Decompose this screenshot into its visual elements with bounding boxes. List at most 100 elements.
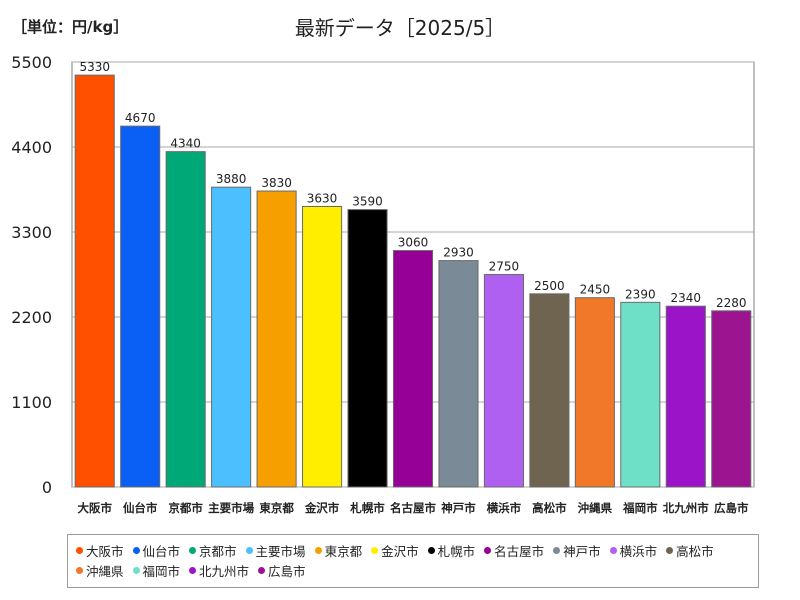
x-tick-label: 沖縄県	[578, 501, 613, 515]
legend-item: 仙台市	[132, 540, 181, 560]
x-tick-label: 広島市	[714, 501, 749, 515]
chart-title: 最新データ［2025/5］	[294, 16, 506, 40]
bar	[665, 305, 706, 488]
bar	[302, 206, 343, 488]
data-label: 2390	[625, 287, 656, 301]
legend-label: 大阪市	[86, 543, 124, 559]
legend-marker-icon	[609, 546, 617, 554]
bar	[74, 74, 115, 488]
bar	[211, 186, 252, 488]
legend-item: 主要市場	[245, 540, 306, 560]
data-label: 2930	[443, 246, 474, 260]
legend-label: 沖縄県	[86, 563, 124, 579]
data-label: 2750	[489, 260, 520, 274]
legend-label: 仙台市	[142, 543, 181, 559]
legend-marker-icon	[76, 566, 83, 574]
legend-label: 名古屋市	[494, 543, 545, 559]
legend-marker-icon	[371, 546, 379, 554]
data-label: 3630	[307, 192, 338, 206]
x-tick-label: 高松市	[532, 501, 567, 515]
data-label: 3590	[352, 195, 383, 209]
x-tick-label: 札幌市	[349, 501, 385, 515]
y-tick-label: 5500	[11, 53, 52, 72]
legend-label: 金沢市	[381, 543, 419, 559]
legend-label: 北九州市	[199, 563, 250, 579]
legend-item: 北九州市	[189, 560, 249, 580]
bar	[165, 151, 206, 488]
data-label: 2340	[671, 291, 702, 305]
x-tick-label: 京都市	[168, 501, 203, 515]
x-tick-label: 横浜市	[487, 501, 522, 515]
x-tick-label: 北九州市	[663, 501, 709, 515]
bar	[620, 301, 661, 488]
bar	[529, 293, 570, 488]
legend-marker-icon	[484, 546, 492, 554]
legend-label: 京都市	[199, 543, 237, 559]
bar	[347, 209, 388, 488]
x-tick-label: 名古屋市	[390, 501, 436, 515]
data-label: 2500	[534, 279, 565, 293]
legend-label: 広島市	[268, 563, 306, 579]
legend-label: 福岡市	[142, 563, 181, 579]
legend-item: 東京都	[314, 540, 363, 560]
data-label: 3060	[398, 236, 429, 250]
legend-marker-icon	[189, 546, 197, 554]
legend-item: 名古屋市	[484, 540, 544, 560]
unit-label: ［単位：円/kg］	[12, 18, 129, 36]
data-label: 3880	[216, 172, 247, 186]
legend-marker-icon	[245, 546, 253, 554]
legend-label: 高松市	[676, 543, 714, 559]
legend-marker-icon	[132, 546, 140, 554]
legend-label: 札幌市	[437, 543, 476, 559]
legend-marker-icon	[76, 546, 83, 554]
legend-item: 金沢市	[371, 540, 419, 560]
y-tick-label: 3300	[11, 223, 52, 242]
data-label: 4670	[125, 111, 156, 125]
legend-marker-icon	[189, 566, 197, 574]
legend-item: 京都市	[189, 540, 237, 560]
bar	[256, 190, 297, 488]
data-label: 2280	[716, 296, 747, 310]
legend-item: 神戸市	[553, 540, 601, 560]
y-tick-label: 1100	[11, 393, 52, 412]
x-tick-label: 仙台市	[123, 501, 158, 515]
legend-item: 広島市	[258, 560, 306, 580]
data-label: 2450	[580, 283, 611, 297]
y-tick-label: 4400	[11, 138, 52, 157]
x-tick-label: 神戸市	[441, 501, 476, 515]
legend-marker-icon	[427, 546, 435, 554]
legend-marker-icon	[666, 546, 674, 554]
y-tick-label: 0	[42, 478, 52, 497]
legend-label: 東京都	[324, 543, 363, 559]
legend-item: 札幌市	[427, 540, 476, 560]
legend-item: 福岡市	[132, 560, 181, 580]
bar-chart: 0 1100 2200 3300 4400 5500 5330 大阪市 4670 仙台市 4340 京…	[11, 53, 755, 515]
x-tick-label: 東京都	[259, 501, 294, 515]
legend-label: 主要市場	[255, 543, 306, 559]
x-tick-label: 大阪市	[77, 501, 112, 515]
legend: 大阪市 仙台市 京都市 主要市場 東京都 金沢市 札幌市 名古屋市 神戸市 横浜市 高松市沖縄県 福岡…	[67, 534, 759, 588]
legend-item: 沖縄県	[76, 560, 124, 580]
bar	[120, 125, 161, 488]
x-tick-label: 金沢市	[304, 501, 340, 515]
data-label: 5330	[79, 60, 110, 74]
legend-label: 神戸市	[563, 543, 601, 559]
bar	[574, 297, 615, 488]
legend-marker-icon	[553, 546, 561, 554]
legend-item: 横浜市	[609, 540, 658, 560]
legend-marker-icon	[314, 546, 322, 554]
bar	[483, 274, 524, 488]
y-tick-label: 2200	[11, 308, 52, 327]
bar	[711, 310, 752, 488]
legend-item: 大阪市	[76, 540, 124, 560]
bar	[438, 260, 479, 488]
data-label: 4340	[170, 137, 201, 151]
legend-item: 高松市	[666, 540, 714, 560]
bar	[392, 250, 434, 488]
legend-marker-icon	[132, 566, 140, 574]
x-tick-label: 福岡市	[622, 501, 658, 515]
legend-marker-icon	[258, 566, 266, 574]
x-tick-label: 主要市場	[208, 501, 254, 515]
legend-label: 横浜市	[619, 543, 658, 559]
data-label: 3830	[261, 176, 292, 190]
